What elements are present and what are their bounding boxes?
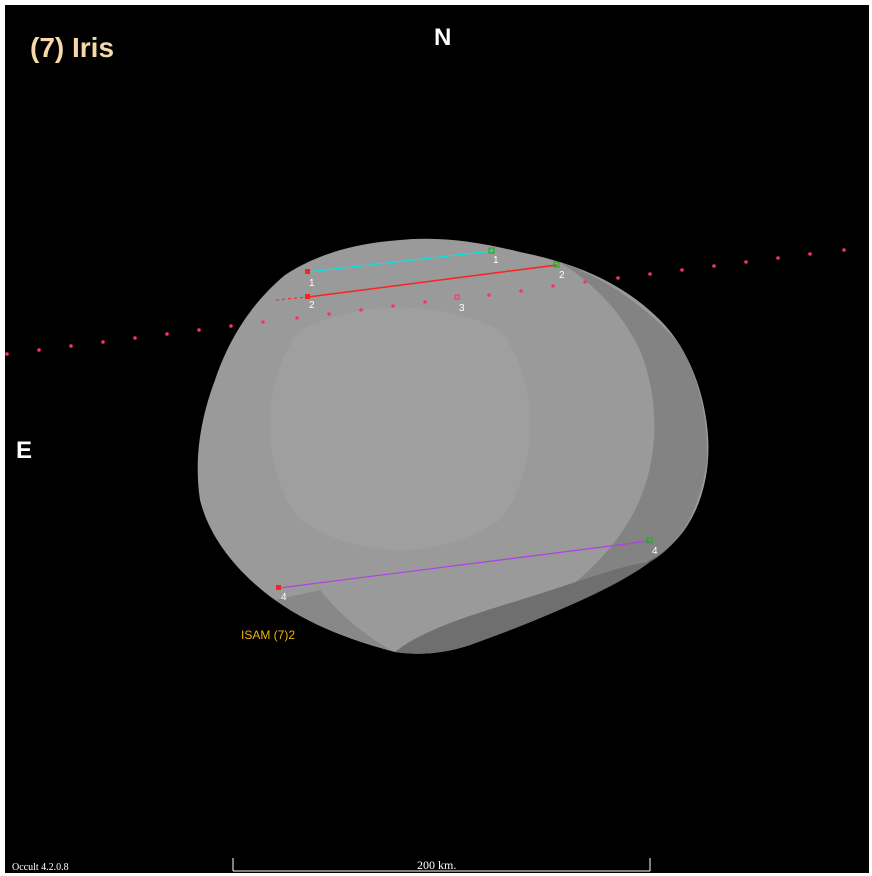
- chord-1-end-label: 1: [493, 255, 499, 266]
- shading-right: [500, 262, 708, 632]
- chord-2-reappear-marker: [553, 261, 560, 268]
- chord-2-line: [307, 264, 558, 298]
- scale-label: 200 km.: [417, 858, 457, 872]
- miss-label: 3: [459, 303, 465, 314]
- chord-4-disappear-marker: [276, 585, 281, 590]
- asteroid-title: (7) Iris: [30, 32, 115, 63]
- chord-4-end-label: 4: [652, 546, 658, 557]
- shape-model-label: ISAM (7)2: [241, 628, 296, 642]
- chord-4-reappear-marker: [646, 537, 653, 544]
- chord-2-dashed-extension: [275, 296, 309, 301]
- miss-path-dots: [5, 248, 846, 356]
- chord-4-line: [278, 540, 651, 589]
- scale-bar: [232, 858, 651, 872]
- chord-1-line: [307, 250, 493, 273]
- chord-2-disappear-marker: [305, 294, 310, 299]
- miss-marker-3: [454, 294, 460, 300]
- shading-left: [275, 590, 395, 652]
- chord-1-disappear-marker: [305, 269, 310, 274]
- chord-1-reappear-marker: [488, 247, 495, 254]
- chord-1-start-label: 1: [309, 278, 315, 289]
- shading-bottom: [395, 562, 650, 654]
- chord-4-start-label: 4: [281, 592, 287, 603]
- east-label: E: [16, 437, 33, 464]
- chord-2-start-label: 2: [309, 300, 315, 311]
- highlight-center: [270, 307, 530, 550]
- north-label: N: [434, 24, 452, 51]
- version-label: Occult 4.2.0.8: [12, 862, 69, 873]
- chord-2-end-label: 2: [559, 270, 565, 281]
